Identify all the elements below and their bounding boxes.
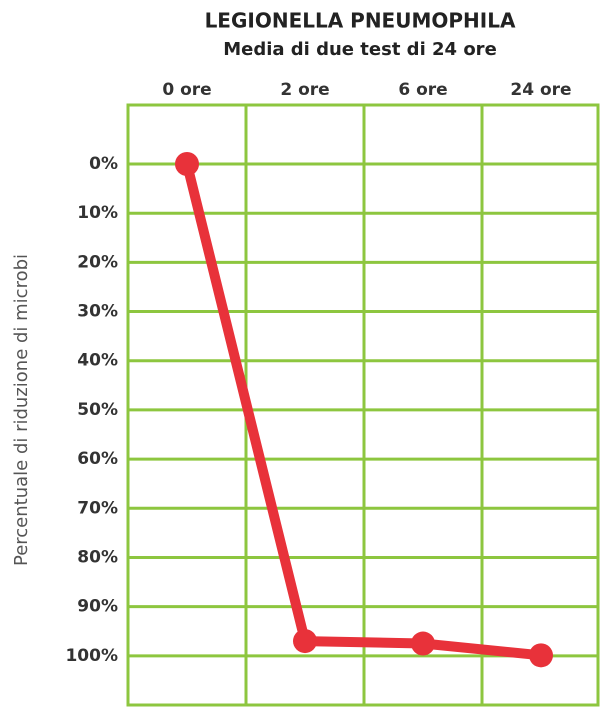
y-tick-label: 10% xyxy=(77,203,118,223)
x-tick-label: 0 ore xyxy=(162,80,211,100)
y-tick-label: 90% xyxy=(77,597,118,617)
chart-subtitle: Media di due test di 24 ore xyxy=(223,39,497,60)
data-point xyxy=(293,629,317,654)
y-tick-label: 0% xyxy=(89,154,118,174)
data-point xyxy=(529,643,553,668)
x-tick-label: 6 ore xyxy=(398,80,447,100)
x-tick-label: 24 ore xyxy=(510,80,571,100)
y-tick-label: 20% xyxy=(77,252,118,272)
y-tick-label: 40% xyxy=(77,351,118,371)
y-tick-label: 80% xyxy=(77,547,118,567)
y-tick-label: 100% xyxy=(65,646,118,666)
x-tick-label: 2 ore xyxy=(280,80,329,100)
chart-title: LEGIONELLA PNEUMOPHILA xyxy=(205,9,516,33)
data-point xyxy=(411,631,435,656)
y-axis-label: Percentuale di riduzione di microbi xyxy=(11,254,32,566)
y-tick-label: 70% xyxy=(77,498,118,518)
y-tick-label: 30% xyxy=(77,302,118,322)
data-line xyxy=(182,162,542,661)
data-point xyxy=(175,152,199,177)
y-tick-label: 50% xyxy=(77,400,118,420)
y-tick-label: 60% xyxy=(77,449,118,469)
